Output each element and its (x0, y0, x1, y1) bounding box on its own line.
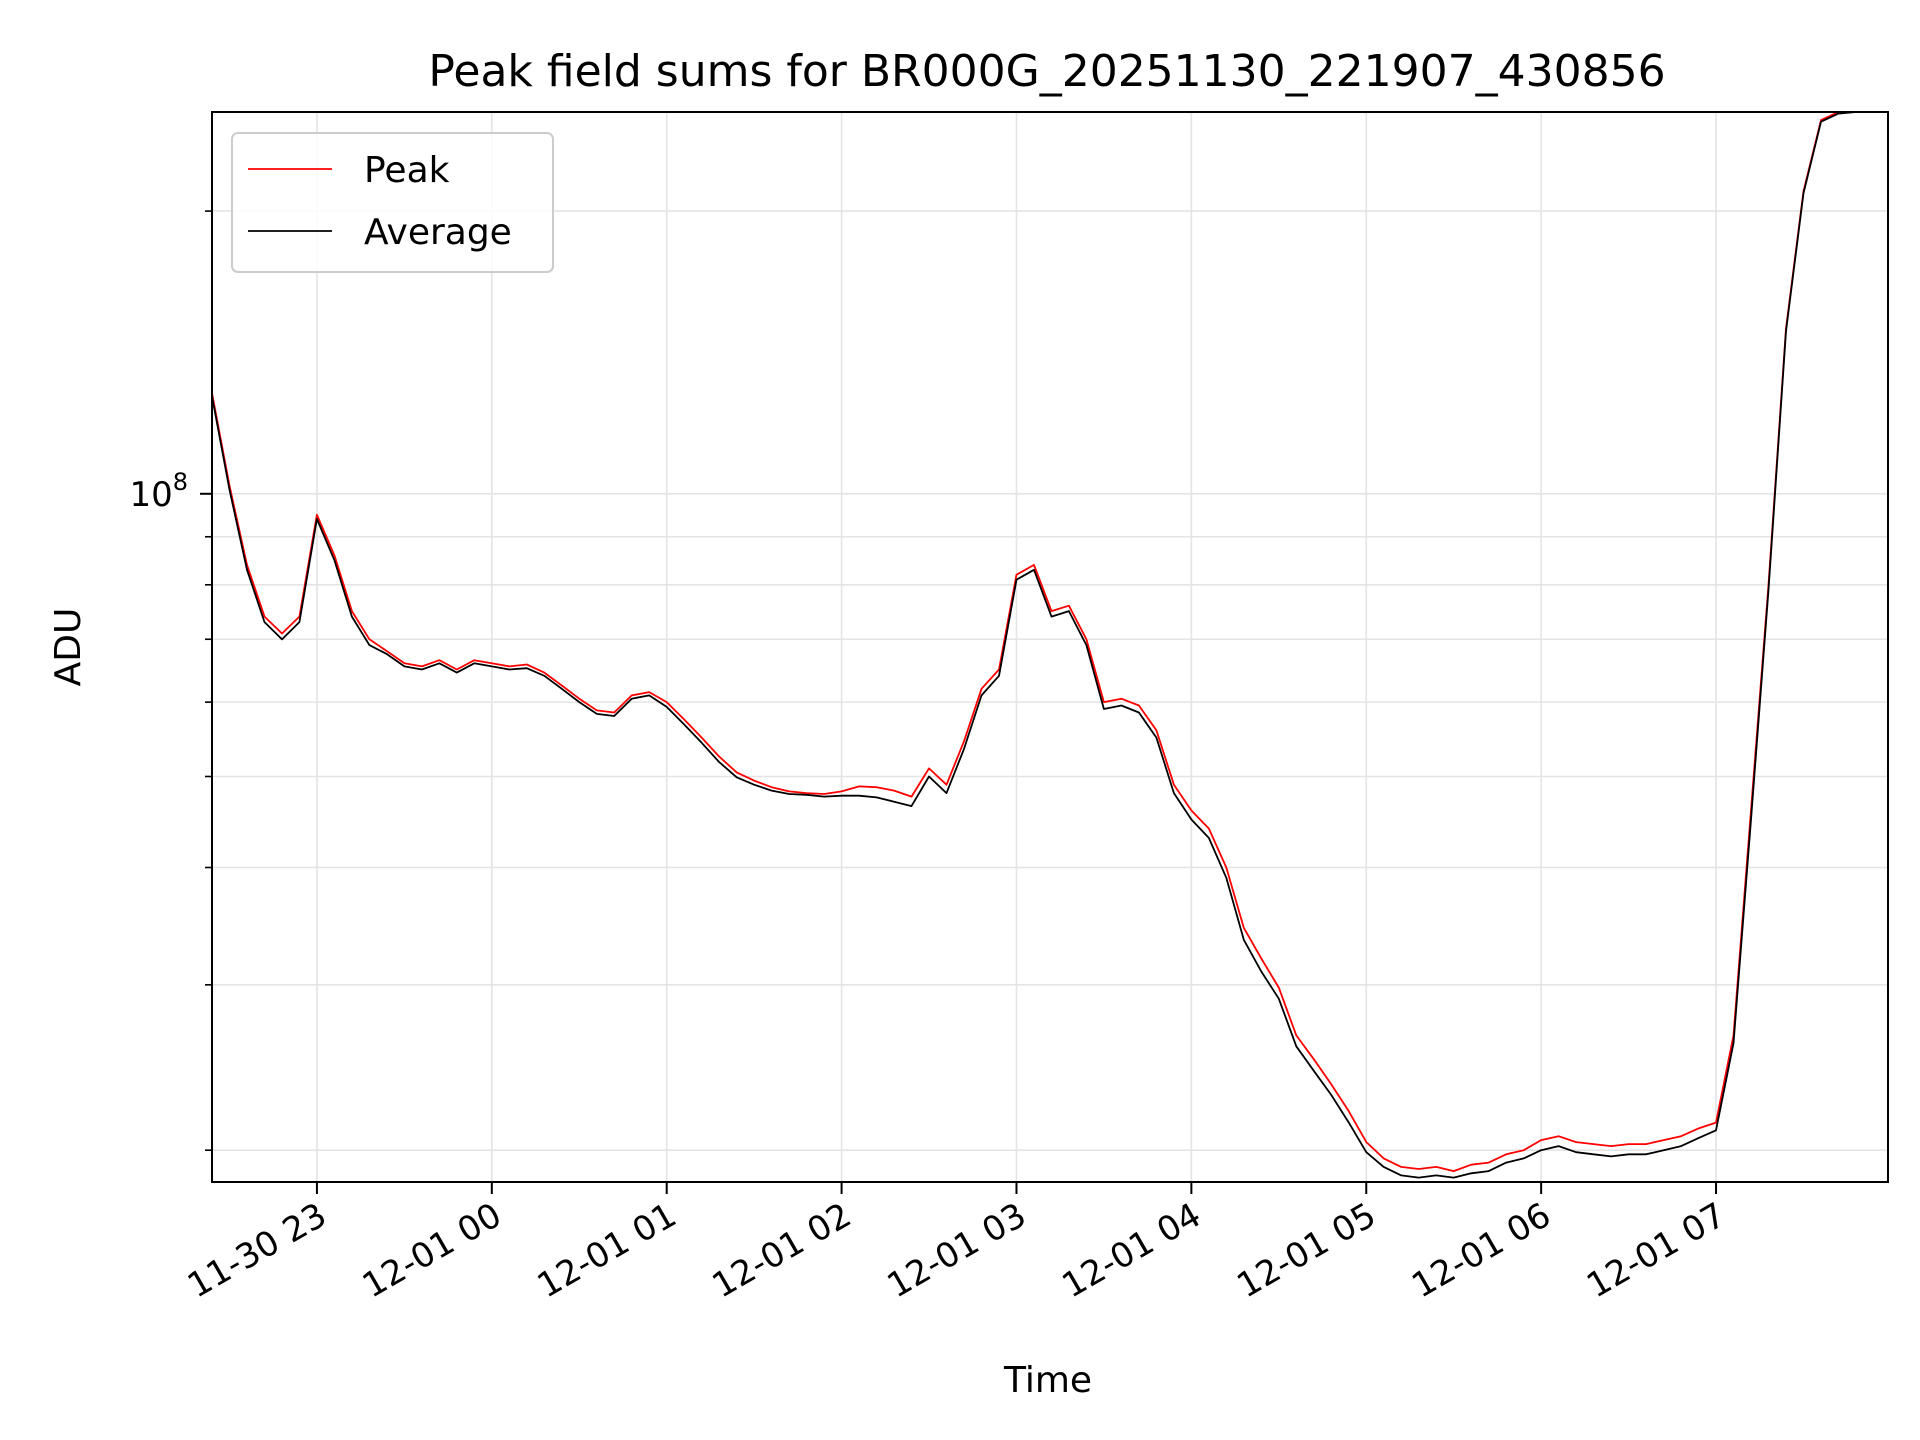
x-tick-label: 12-01 00 (356, 1195, 508, 1306)
legend: Peak Average (231, 132, 554, 273)
y-axis-ticks: 108 (129, 210, 212, 1152)
x-tick-label: 12-01 05 (1230, 1195, 1382, 1306)
series (212, 112, 1856, 1179)
x-tick-label: 11-30 23 (181, 1195, 333, 1306)
legend-label-average: Average (364, 212, 512, 253)
series-line-peak (212, 112, 1849, 1172)
grid (212, 112, 1888, 1182)
x-axis-label: Time (1003, 1360, 1092, 1401)
x-tick-label: 12-01 06 (1405, 1195, 1557, 1306)
series-line-average (212, 112, 1856, 1179)
y-axis-label: ADU (48, 608, 89, 687)
x-tick-label: 12-01 02 (706, 1195, 858, 1306)
x-tick-label: 12-01 03 (881, 1195, 1033, 1306)
y-tick-label: 108 (129, 468, 188, 515)
legend-label-peak: Peak (364, 150, 450, 191)
x-tick-label: 12-01 01 (531, 1195, 683, 1306)
plot-frame (211, 111, 1889, 1183)
x-tick-label: 12-01 04 (1055, 1195, 1207, 1306)
legend-box (231, 132, 554, 273)
x-axis-ticks: 11-30 23 12-01 00 12-01 01 12-01 02 12-01 03… (181, 1182, 1733, 1306)
chart-title: Peak field sums for BR000G_20251130_2219… (428, 46, 1665, 97)
x-tick-label: 12-01 07 (1580, 1195, 1732, 1306)
